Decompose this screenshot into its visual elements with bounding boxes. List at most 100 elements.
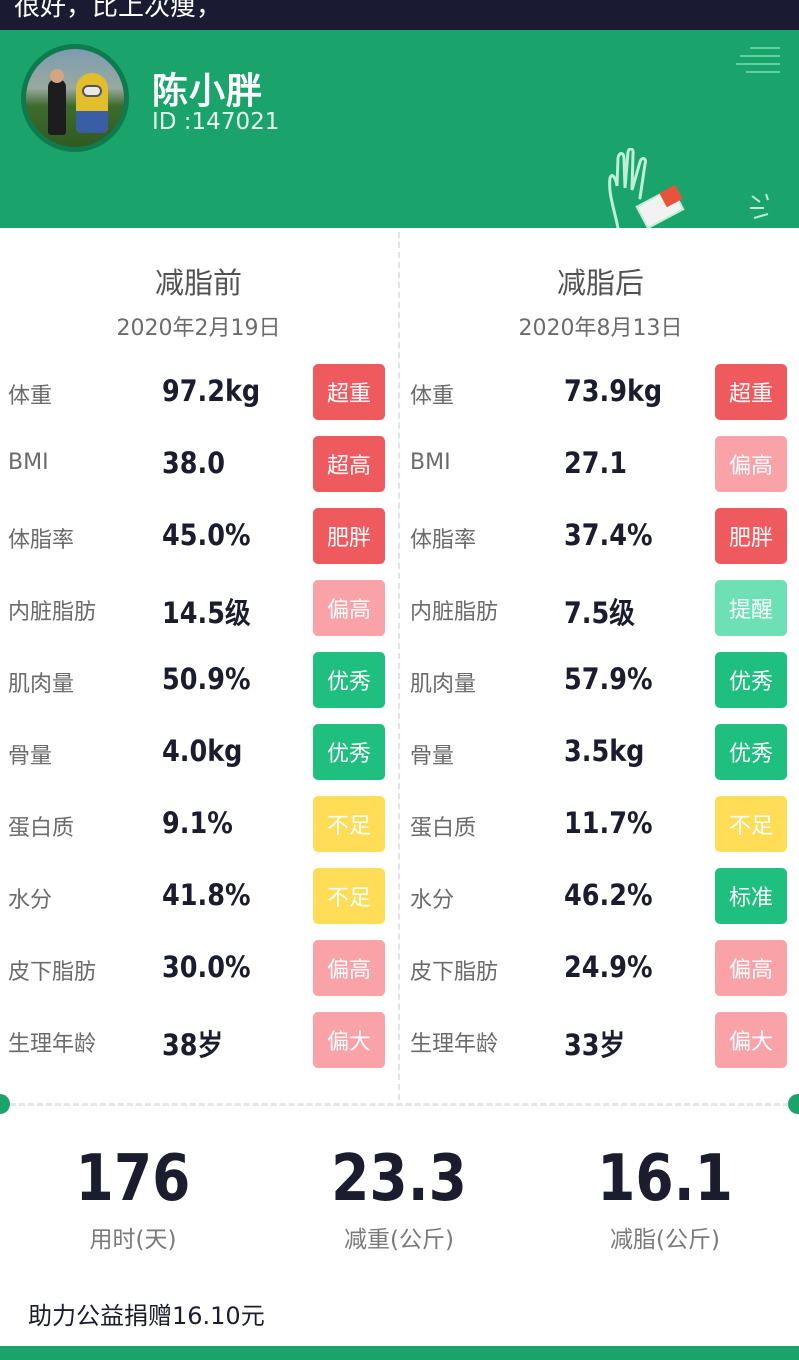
before-metric-row: 水分 41.8% 不足	[0, 868, 397, 926]
metric-value: 73.9kg	[564, 374, 663, 408]
metric-label: 体脂率	[410, 528, 477, 553]
before-title: 减脂前	[154, 266, 242, 300]
status-badge: 优秀	[313, 724, 385, 780]
metric-value: 27.1	[564, 446, 627, 480]
status-badge: 偏高	[715, 940, 787, 996]
status-badge: 超重	[715, 364, 787, 420]
metric-value: 3.5kg	[564, 734, 645, 768]
status-badge: 偏高	[313, 940, 385, 996]
metric-value: 38岁	[162, 1028, 224, 1062]
metric-value: 30.0%	[162, 950, 251, 984]
status-badge: 优秀	[715, 724, 787, 780]
metric-value: 45.0%	[162, 518, 251, 552]
metric-label: 水分	[410, 888, 455, 913]
status-badge: 优秀	[313, 652, 385, 708]
metric-value: 9.1%	[162, 806, 233, 840]
before-date: 2020年2月19日	[116, 316, 281, 341]
before-metric-row: 骨量 4.0kg 优秀	[0, 724, 397, 782]
metric-label: BMI	[8, 450, 49, 475]
divider-dot-right	[788, 1094, 799, 1114]
decorative-lines-icon	[736, 47, 780, 73]
status-badge: 肥胖	[715, 508, 787, 564]
profile-header: 陈小胖 ID :147021	[0, 30, 799, 228]
before-metric-row: 体重 97.2kg 超重	[0, 364, 397, 422]
status-badge: 偏高	[715, 436, 787, 492]
status-badge: 偏大	[715, 1012, 787, 1068]
stat-label: 用时(天)	[89, 1227, 177, 1253]
stat-days: 176 用时(天)	[0, 1140, 266, 1254]
after-metric-row: BMI 27.1 偏高	[402, 436, 799, 494]
stat-value: 23.3	[331, 1142, 467, 1216]
stat-weight-loss: 23.3 减重(公斤)	[266, 1140, 532, 1254]
after-metric-row: 水分 46.2% 标准	[402, 868, 799, 926]
before-metric-row: 皮下脂肪 30.0% 偏高	[0, 940, 397, 998]
metric-value: 7.5级	[564, 596, 635, 630]
after-metric-row: 蛋白质 11.7% 不足	[402, 796, 799, 854]
metric-label: 体重	[8, 384, 53, 409]
after-metric-row: 肌肉量 57.9% 优秀	[402, 652, 799, 710]
before-metric-row: 体脂率 45.0% 肥胖	[0, 508, 397, 566]
status-badge: 偏大	[313, 1012, 385, 1068]
metric-label: 肌肉量	[8, 672, 75, 697]
metric-label: 体重	[410, 384, 455, 409]
column-divider	[398, 232, 400, 1100]
section-divider	[10, 1103, 789, 1106]
divider-dot-left	[0, 1094, 10, 1114]
stat-label: 减重(公斤)	[344, 1227, 454, 1253]
metric-value: 46.2%	[564, 878, 653, 912]
before-column: 减脂前 2020年2月19日 体重 97.2kg 超重 BMI 38.0 超高体脂率 45.…	[0, 228, 399, 1103]
user-name: 陈小胖	[152, 71, 264, 112]
top-status-bar: 很好，比上次痩，	[0, 0, 799, 30]
user-id: ID :147021	[152, 109, 280, 135]
metric-label: 皮下脂肪	[410, 960, 499, 985]
stat-label: 减脂(公斤)	[610, 1227, 720, 1253]
metric-value: 4.0kg	[162, 734, 243, 768]
metric-value: 38.0	[162, 446, 225, 480]
metric-value: 37.4%	[564, 518, 653, 552]
top-bar-text: 很好，比上次痩，	[14, 0, 223, 22]
metric-label: 体脂率	[8, 528, 75, 553]
before-metric-row: BMI 38.0 超高	[0, 436, 397, 494]
after-date: 2020年8月13日	[518, 316, 683, 341]
status-badge: 标准	[715, 868, 787, 924]
donation-text: 助力公益捐赠16.10元	[28, 1302, 265, 1330]
stat-value: 16.1	[597, 1142, 733, 1216]
after-metric-row: 体脂率 37.4% 肥胖	[402, 508, 799, 566]
after-metric-row: 生理年龄 33岁 偏大	[402, 1012, 799, 1070]
metric-label: 水分	[8, 888, 53, 913]
metric-label: 内脏脂肪	[8, 600, 97, 625]
status-badge: 超高	[313, 436, 385, 492]
before-metric-row: 生理年龄 38岁 偏大	[0, 1012, 397, 1070]
metric-label: 生理年龄	[410, 1032, 499, 1057]
status-badge: 优秀	[715, 652, 787, 708]
metric-label: 骨量	[8, 744, 53, 769]
metric-value: 24.9%	[564, 950, 653, 984]
avatar[interactable]	[21, 44, 129, 152]
metric-label: BMI	[410, 450, 451, 475]
stat-value: 176	[75, 1142, 191, 1216]
status-badge: 超重	[313, 364, 385, 420]
after-metric-row: 体重 73.9kg 超重	[402, 364, 799, 422]
metric-label: 肌肉量	[410, 672, 477, 697]
metric-value: 41.8%	[162, 878, 251, 912]
hand-decoration-icon	[608, 148, 685, 228]
status-badge: 偏高	[313, 580, 385, 636]
after-metric-row: 内脏脂肪 7.5级 提醒	[402, 580, 799, 638]
metric-value: 33岁	[564, 1028, 626, 1062]
metric-value: 11.7%	[564, 806, 653, 840]
status-badge: 肥胖	[313, 508, 385, 564]
status-badge: 不足	[313, 868, 385, 924]
status-badge: 不足	[313, 796, 385, 852]
metric-label: 皮下脂肪	[8, 960, 97, 985]
before-metric-row: 肌肉量 50.9% 优秀	[0, 652, 397, 710]
sparkle-icon	[750, 193, 769, 219]
bottom-bar	[0, 1346, 799, 1360]
metric-value: 97.2kg	[162, 374, 261, 408]
after-title: 减脂后	[556, 266, 644, 300]
metric-label: 骨量	[410, 744, 455, 769]
status-badge: 不足	[715, 796, 787, 852]
after-metric-row: 皮下脂肪 24.9% 偏高	[402, 940, 799, 998]
avatar-photo	[26, 49, 124, 147]
metric-label: 内脏脂肪	[410, 600, 499, 625]
metric-label: 蛋白质	[410, 816, 477, 841]
